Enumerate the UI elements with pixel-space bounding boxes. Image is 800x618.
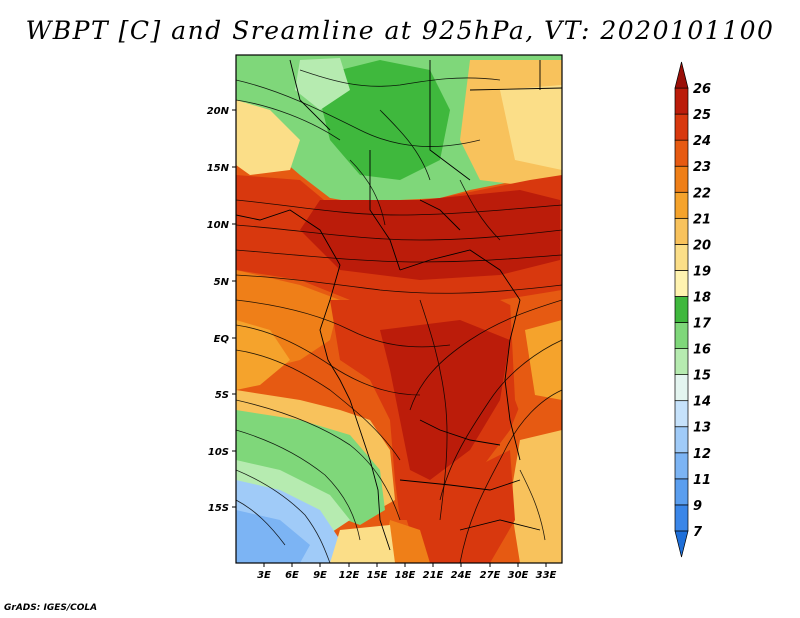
colorbar-segment bbox=[674, 348, 689, 375]
colorbar-label: 19 bbox=[693, 264, 711, 279]
lat-label: 20N bbox=[207, 106, 230, 117]
colorbar-label: 24 bbox=[693, 134, 711, 149]
colorbar-label: 11 bbox=[693, 473, 711, 488]
lon-label: 27E bbox=[480, 570, 501, 581]
lon-label: 30E bbox=[508, 570, 529, 581]
map-panel bbox=[236, 55, 562, 563]
colorbar-label: 23 bbox=[693, 160, 711, 175]
colorbar-label: 18 bbox=[693, 290, 711, 305]
lat-label: 15N bbox=[207, 163, 230, 174]
colorbar-label: 9 bbox=[693, 499, 702, 514]
colorbar-segment bbox=[674, 113, 689, 141]
lat-label: 15S bbox=[208, 503, 229, 514]
colorbar-segment bbox=[674, 87, 689, 115]
lat-label: 10N bbox=[207, 220, 230, 231]
lat-label: EQ bbox=[214, 334, 230, 345]
lon-label: 12E bbox=[339, 570, 360, 581]
colorbar-label: 25 bbox=[693, 108, 711, 123]
colorbar-label: 21 bbox=[693, 212, 711, 227]
colorbar-segment bbox=[674, 478, 689, 506]
colorbar-label: 13 bbox=[693, 421, 711, 436]
colorbar-segment bbox=[674, 504, 689, 532]
colorbar-min-arrow bbox=[674, 530, 689, 558]
colorbar-segment bbox=[674, 165, 689, 193]
colorbar: 7 9 11 12 13 14 15 16 17 18 19 20 21 22 23 24 25 26 bbox=[674, 61, 712, 558]
colorbar-segment bbox=[674, 139, 689, 167]
lon-label: 15E bbox=[367, 570, 388, 581]
lat-label: 10S bbox=[208, 447, 229, 458]
colorbar-label: 26 bbox=[693, 82, 711, 97]
colorbar-segment bbox=[674, 296, 689, 323]
colorbar-segment bbox=[674, 322, 689, 349]
lon-label: 6E bbox=[285, 570, 299, 581]
colorbar-segment bbox=[674, 400, 689, 428]
colorbar-segment bbox=[674, 374, 689, 402]
colorbar-segment bbox=[674, 426, 689, 454]
lon-label: 3E bbox=[257, 570, 271, 581]
colorbar-segment bbox=[674, 244, 689, 271]
map-title: WBPT [C] and Sreamline at 925hPa, VT: 20… bbox=[25, 16, 775, 45]
colorbar-label: 16 bbox=[693, 343, 711, 358]
colorbar-label: 22 bbox=[693, 186, 711, 201]
colorbar-segment bbox=[674, 191, 689, 219]
lon-label: 18E bbox=[395, 570, 416, 581]
footer-credit: GrADS: IGES/COLA bbox=[4, 603, 98, 613]
colorbar-label: 20 bbox=[693, 238, 711, 253]
colorbar-label: 14 bbox=[693, 395, 711, 410]
colorbar-label: 12 bbox=[693, 447, 711, 462]
colorbar-label: 7 bbox=[693, 525, 703, 540]
lat-axis: 20N 15N 10N 5N EQ 5S 10S 15S bbox=[207, 106, 236, 514]
lon-label: 21E bbox=[423, 570, 444, 581]
map-frame bbox=[235, 54, 563, 564]
colorbar-label: 17 bbox=[693, 317, 712, 332]
lon-axis: 3E 6E 9E 12E 15E 18E 21E 24E 27E 30E 33E bbox=[257, 563, 557, 581]
streamlines bbox=[236, 69, 562, 563]
colorbar-segment bbox=[674, 270, 689, 297]
colorbar-segment bbox=[674, 217, 689, 245]
lat-label: 5S bbox=[215, 390, 229, 401]
lon-label: 33E bbox=[536, 570, 557, 581]
lon-label: 9E bbox=[313, 570, 327, 581]
country-borders bbox=[236, 59, 562, 551]
colorbar-segment bbox=[674, 452, 689, 480]
colorbar-label: 15 bbox=[693, 369, 711, 384]
lon-label: 24E bbox=[451, 570, 472, 581]
lat-label: 5N bbox=[214, 277, 230, 288]
colorbar-max-arrow bbox=[674, 61, 689, 89]
